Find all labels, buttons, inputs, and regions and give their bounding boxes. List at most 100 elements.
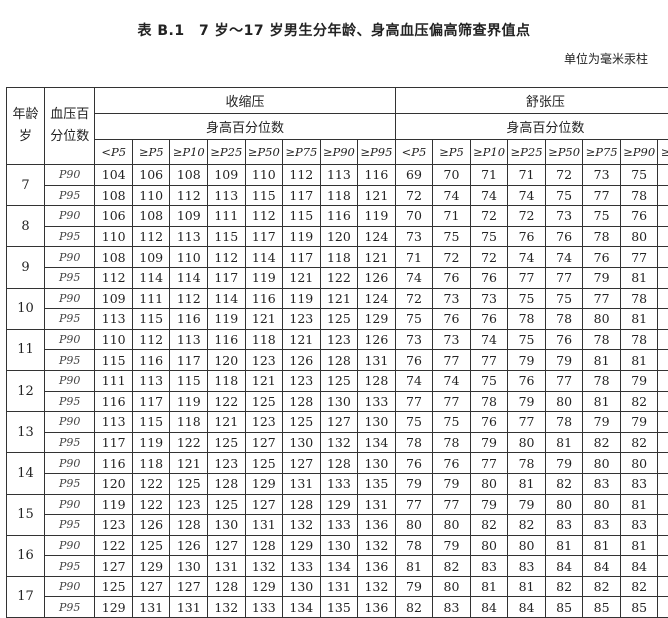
systolic-value: 117 xyxy=(245,226,283,247)
systolic-value: 123 xyxy=(283,370,321,391)
systolic-value: 136 xyxy=(358,556,396,577)
systolic-value: 125 xyxy=(170,473,208,494)
systolic-value: 118 xyxy=(245,329,283,350)
systolic-value: 132 xyxy=(358,535,396,556)
diastolic-value: 82 xyxy=(620,432,658,453)
systolic-value: 122 xyxy=(95,535,133,556)
systolic-value: 133 xyxy=(320,515,358,536)
diastolic-value: 82 xyxy=(545,473,583,494)
systolic-value: 128 xyxy=(245,535,283,556)
systolic-value: 116 xyxy=(358,165,396,186)
diastolic-value: 81 xyxy=(395,556,433,577)
diastolic-value: 71 xyxy=(433,206,471,227)
systolic-value: 118 xyxy=(132,453,170,474)
systolic-value: 114 xyxy=(208,288,246,309)
diastolic-value: 71 xyxy=(395,247,433,268)
diastolic-value: 82 xyxy=(395,597,433,618)
systolic-value: 116 xyxy=(208,329,246,350)
systolic-value: 126 xyxy=(358,267,396,288)
systolic-value: 134 xyxy=(283,597,321,618)
systolic-value: 128 xyxy=(320,350,358,371)
systolic-value: 123 xyxy=(208,453,246,474)
systolic-value: 133 xyxy=(245,597,283,618)
systolic-value: 121 xyxy=(283,267,321,288)
diastolic-value: 74 xyxy=(470,329,508,350)
diastolic-value: 83 xyxy=(658,432,668,453)
diastolic-value: 81 xyxy=(583,350,621,371)
diastolic-value: 79 xyxy=(508,494,546,515)
systolic-value: 123 xyxy=(95,515,133,536)
systolic-value: 111 xyxy=(132,288,170,309)
systolic-value: 125 xyxy=(245,453,283,474)
diastolic-value: 80 xyxy=(470,535,508,556)
diastolic-value: 72 xyxy=(395,185,433,206)
column-header: ≥P50 xyxy=(545,140,583,165)
systolic-value: 130 xyxy=(208,515,246,536)
diastolic-value: 79 xyxy=(470,494,508,515)
systolic-value: 131 xyxy=(320,576,358,597)
systolic-value: 135 xyxy=(358,473,396,494)
systolic-value: 117 xyxy=(283,185,321,206)
age-cell: 15 xyxy=(7,494,45,535)
systolic-value: 122 xyxy=(170,432,208,453)
diastolic-value: 83 xyxy=(583,515,621,536)
systolic-value: 127 xyxy=(208,535,246,556)
diastolic-value: 81 xyxy=(508,576,546,597)
diastolic-value: 81 xyxy=(545,432,583,453)
systolic-value: 132 xyxy=(358,576,396,597)
column-header: <P5 xyxy=(395,140,433,165)
systolic-value: 110 xyxy=(95,329,133,350)
systolic-value: 136 xyxy=(358,597,396,618)
systolic-value: 123 xyxy=(245,412,283,433)
systolic-value: 113 xyxy=(320,165,358,186)
diastolic-value: 78 xyxy=(583,226,621,247)
header-systolic: 收缩压 xyxy=(95,88,395,114)
systolic-value: 127 xyxy=(95,556,133,577)
systolic-value: 118 xyxy=(170,412,208,433)
diastolic-value: 79 xyxy=(508,391,546,412)
column-header: <P5 xyxy=(95,140,133,165)
diastolic-value: 75 xyxy=(508,288,546,309)
systolic-value: 113 xyxy=(170,226,208,247)
diastolic-value: 75 xyxy=(470,226,508,247)
systolic-value: 119 xyxy=(283,226,321,247)
diastolic-value: 82 xyxy=(583,432,621,453)
header-height-percentile-dia: 身高百分位数 xyxy=(395,114,668,140)
systolic-value: 119 xyxy=(283,288,321,309)
systolic-value: 125 xyxy=(320,370,358,391)
age-cell: 9 xyxy=(7,247,45,288)
column-header: ≥P25 xyxy=(208,140,246,165)
systolic-value: 106 xyxy=(95,206,133,227)
diastolic-value: 78 xyxy=(545,309,583,330)
diastolic-value: 74 xyxy=(508,185,546,206)
age-cell: 10 xyxy=(7,288,45,329)
systolic-value: 110 xyxy=(170,247,208,268)
systolic-value: 108 xyxy=(95,185,133,206)
bp-percentile-cell: P90 xyxy=(45,206,95,227)
systolic-value: 134 xyxy=(320,556,358,577)
systolic-value: 133 xyxy=(283,556,321,577)
bp-percentile-cell: P90 xyxy=(45,165,95,186)
diastolic-value: 79 xyxy=(620,412,658,433)
systolic-value: 110 xyxy=(245,165,283,186)
diastolic-value: 85 xyxy=(658,556,668,577)
diastolic-value: 77 xyxy=(433,494,471,515)
bp-percentile-cell: P95 xyxy=(45,226,95,247)
systolic-value: 116 xyxy=(170,309,208,330)
column-header: ≥P25 xyxy=(508,140,546,165)
systolic-value: 133 xyxy=(358,391,396,412)
systolic-value: 125 xyxy=(208,432,246,453)
diastolic-value: 81 xyxy=(620,350,658,371)
systolic-value: 115 xyxy=(132,412,170,433)
systolic-value: 113 xyxy=(132,370,170,391)
systolic-value: 111 xyxy=(95,370,133,391)
header-diastolic: 舒张压 xyxy=(395,88,668,114)
bp-percentile-cell: P95 xyxy=(45,556,95,577)
diastolic-value: 75 xyxy=(583,206,621,227)
diastolic-value: 76 xyxy=(433,453,471,474)
diastolic-value: 79 xyxy=(658,329,668,350)
diastolic-value: 83 xyxy=(583,473,621,494)
systolic-value: 115 xyxy=(208,226,246,247)
diastolic-value: 76 xyxy=(395,350,433,371)
